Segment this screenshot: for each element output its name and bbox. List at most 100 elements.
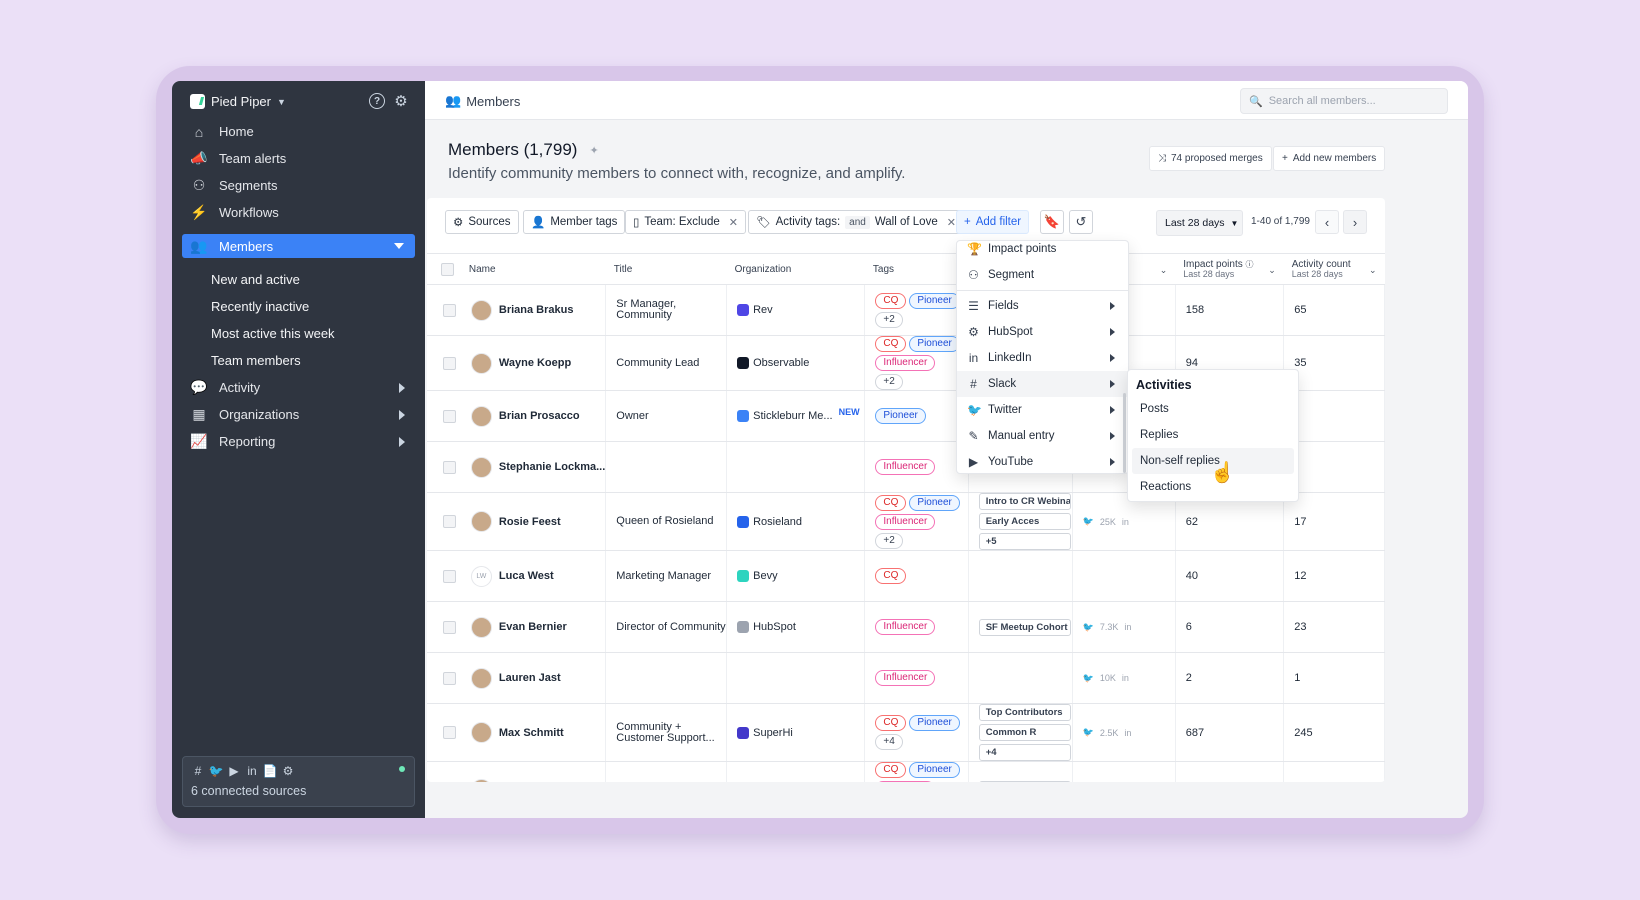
col-title[interactable]: Title (605, 253, 727, 285)
sidebar-subitem-team-members[interactable]: Team members (211, 353, 301, 368)
dropdown-item-linkedin[interactable]: in LinkedIn (957, 345, 1128, 371)
chevron-down-icon[interactable]: ⌄ (1268, 265, 1276, 275)
tag-chip[interactable]: CQ (875, 715, 907, 731)
dropdown-item-hubspot[interactable]: ⚙ HubSpot (957, 319, 1128, 345)
name-cell[interactable]: Lauren Jast (460, 652, 607, 704)
sidebar-item-organizations[interactable]: ▦ Organizations (172, 401, 425, 428)
name-cell[interactable]: Max Schmitt (460, 703, 607, 762)
tag-chip[interactable]: Pioneer (909, 715, 960, 731)
proposed-merges-button[interactable]: ⤨ 74 proposed merges (1149, 146, 1272, 171)
tag-chip[interactable]: +4 (875, 734, 903, 750)
name-cell[interactable]: Briana Brakus (460, 284, 607, 336)
row-checkbox[interactable] (443, 726, 456, 739)
table-row[interactable]: Rosie Feest Queen of Rosieland Rosieland… (427, 492, 1385, 551)
search-input[interactable]: 🔍 Search all members... (1240, 88, 1448, 114)
next-page-button[interactable]: › (1343, 210, 1367, 234)
member-tag-chip[interactable]: SF Meetup Cohort (978, 618, 1071, 636)
col-tags[interactable]: Tags (864, 253, 969, 285)
chevron-down-icon[interactable] (394, 243, 404, 249)
dropdown-item-twitter[interactable]: 🐦 Twitter (957, 397, 1128, 423)
row-checkbox[interactable] (443, 671, 456, 685)
organization-cell[interactable]: Rev (737, 304, 864, 316)
member-name[interactable]: Max Schmitt (470, 722, 605, 743)
date-range-select[interactable]: Last 28 days ▼ (1156, 210, 1243, 236)
row-checkbox[interactable] (443, 303, 456, 317)
col-impact[interactable]: Impact points ⓘ Last 28 days ⌄ (1175, 253, 1284, 285)
select-all-checkbox[interactable] (441, 262, 454, 276)
sparkle-icon[interactable]: ✦ (589, 144, 599, 157)
table-row[interactable]: Briana Brakus Sr Manager, Community Rev … (427, 284, 1385, 336)
member-name[interactable]: Wayne Koepp (470, 352, 605, 374)
member-name[interactable]: Brian Prosacco (470, 405, 605, 427)
dropdown-item-fields[interactable]: ☰ Fields (957, 293, 1128, 319)
organization-cell[interactable]: Bevy (737, 570, 864, 582)
col-name[interactable]: Name (460, 253, 606, 285)
submenu-item-posts[interactable]: Posts (1140, 403, 1169, 415)
gear-icon[interactable]: ⚙ (394, 93, 408, 110)
organization-cell[interactable]: SuperHi (737, 726, 864, 739)
table-row[interactable]: Lauren Jast Influencer 🐦 10K in 2 1 (427, 652, 1385, 704)
sidebar-item-home[interactable]: ⌂ Home (172, 118, 425, 145)
submenu-item-non-self-replies[interactable]: Non-self replies (1132, 448, 1294, 474)
organization-cell[interactable]: Stickleburr Me... NEW (737, 407, 864, 422)
name-cell[interactable]: Wayne Koepp (460, 335, 607, 391)
member-tag-chip[interactable]: Early Acces (978, 513, 1071, 530)
tag-chip[interactable]: Pioneer (909, 494, 960, 511)
organization-cell[interactable]: Observable (737, 357, 864, 369)
tag-chip[interactable]: +2 (875, 311, 903, 328)
sidebar-subitem-recently-inactive[interactable]: Recently inactive (211, 299, 310, 314)
sidebar-item-segments[interactable]: ⚇ Segments (172, 172, 425, 199)
name-cell[interactable]: Brian Prosacco (460, 390, 607, 442)
row-checkbox[interactable] (443, 515, 456, 528)
dropdown-item-manual-entry[interactable]: ✎ Manual entry (957, 423, 1128, 449)
sidebar-item-activity[interactable]: 💬 Activity (172, 374, 425, 401)
tag-chip[interactable]: CQ (875, 494, 907, 511)
dropdown-scrollbar[interactable] (1123, 393, 1126, 473)
tag-chip[interactable]: CQ (875, 292, 907, 309)
close-icon[interactable]: ✕ (728, 216, 738, 229)
organization-cell[interactable]: HubSpot (737, 621, 864, 633)
filter-team[interactable]: ▯ Team: Exclude ✕ (625, 210, 746, 234)
table-row[interactable]: Evan Bernier Director of Community HubSp… (427, 601, 1385, 653)
member-name[interactable]: Rosie Feest (470, 511, 605, 532)
name-cell[interactable]: Rosie Feest (460, 492, 607, 551)
tag-chip[interactable]: CQ (875, 336, 907, 352)
bookmark-icon[interactable]: 🔖 (1040, 210, 1064, 234)
tag-chip[interactable]: Influencer (875, 459, 936, 475)
help-icon[interactable]: ? (369, 93, 385, 109)
connected-sources-card[interactable]: # 🐦 ▶ in 📄 ⚙ 6 connected sources (182, 756, 415, 807)
reset-icon[interactable]: ↺ (1069, 210, 1093, 234)
member-name[interactable]: Briana Brakus (470, 299, 605, 321)
tag-chip[interactable]: +2 (875, 374, 903, 390)
filter-member-tags[interactable]: 👤 Member tags (523, 210, 626, 234)
tag-chip[interactable]: Influencer (875, 670, 936, 686)
sidebar-item-workflows[interactable]: ⚡ Workflows (172, 199, 425, 226)
dropdown-item-youtube[interactable]: ▶ YouTube (957, 449, 1128, 473)
table-row[interactable]: LW Luca West Marketing Manager Bevy CQ 40… (427, 550, 1385, 602)
filter-activity-tags[interactable]: 🏷 Activity tags: and Wall of Love ✕ (748, 210, 964, 234)
member-tag-chip[interactable]: Common R (978, 724, 1071, 741)
member-tag-chip[interactable]: +5 (978, 533, 1071, 550)
member-name[interactable]: George Haag (470, 778, 605, 782)
tag-chip[interactable]: Pioneer (909, 762, 960, 778)
tag-chip[interactable]: CQ (875, 762, 907, 778)
tag-chip[interactable]: Influencer (875, 513, 936, 530)
sidebar-item-members[interactable]: 👥 Members (182, 234, 415, 258)
member-name[interactable]: Lauren Jast (470, 667, 605, 689)
sidebar-item-reporting[interactable]: 📈 Reporting (172, 428, 425, 455)
name-cell[interactable]: Stephanie Lockma... (460, 441, 607, 493)
workspace-switcher[interactable]: Pied Piper ▼ (190, 94, 286, 109)
row-checkbox[interactable] (443, 409, 456, 423)
dropdown-item-impact-points[interactable]: 🏆 Impact points (957, 241, 1128, 262)
col-organization[interactable]: Organization (726, 253, 865, 285)
tag-chip[interactable]: CQ (875, 568, 907, 584)
add-new-members-button[interactable]: + Add new members (1273, 146, 1386, 171)
member-name[interactable]: LW Luca West (470, 565, 605, 587)
tag-chip[interactable]: +2 (875, 532, 903, 549)
row-checkbox[interactable] (443, 620, 456, 634)
name-cell[interactable]: LW Luca West (460, 550, 607, 602)
tag-chip[interactable]: Pioneer (909, 292, 960, 309)
sidebar-subitem-new-and-active[interactable]: New and active (211, 272, 300, 287)
member-name[interactable]: Stephanie Lockma... (470, 456, 605, 478)
member-name[interactable]: Evan Bernier (470, 616, 605, 638)
